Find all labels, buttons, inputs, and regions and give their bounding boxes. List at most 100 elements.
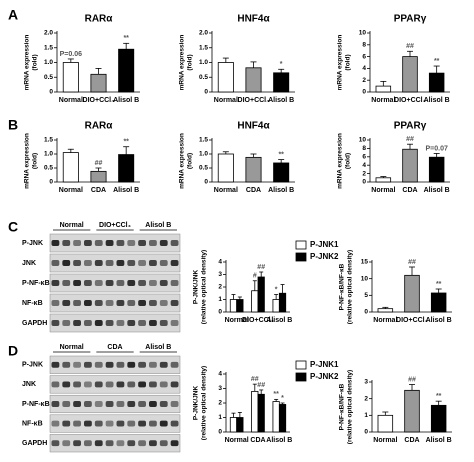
y-tick-label: 1.0 [199, 151, 208, 158]
y-tick-label: 2 [218, 284, 222, 291]
y-axis-label: mRNA expression [24, 133, 31, 189]
blot-strip [49, 434, 181, 453]
bar [402, 148, 418, 183]
y-tick-label: 1.5 [199, 137, 208, 144]
y-tick-label: 0.5 [199, 165, 208, 172]
blot-band [105, 240, 114, 246]
panel-label: C [8, 219, 18, 235]
y-tick-label: 10 [361, 275, 369, 282]
blot-band [105, 361, 114, 368]
annotation: ## [257, 264, 265, 271]
bar [273, 162, 290, 183]
y-axis-label: P-NF-κB/NF-κB [339, 383, 346, 430]
blot-band [94, 320, 103, 326]
blot-band [94, 280, 103, 286]
x-tick-label: Normal [214, 187, 238, 194]
blot-group-label: DIO+CCl₄ [99, 222, 131, 229]
y-tick-label: 5 [364, 292, 368, 299]
y-axis-label: (fold) [187, 153, 194, 169]
blot-band [170, 440, 179, 447]
y-axis-label: (relative optical density) [201, 366, 208, 440]
bar [90, 73, 107, 93]
blot-band [105, 401, 114, 407]
blot-band [84, 381, 92, 388]
blot-band [73, 280, 81, 286]
bar [430, 404, 447, 433]
blot-strip [49, 355, 181, 374]
bar [257, 393, 265, 433]
legend-swatch [295, 252, 307, 262]
y-tick-label: 2 [364, 395, 368, 402]
panel-label: D [8, 343, 18, 359]
blot-band [127, 280, 136, 286]
y-tick-label: 0 [49, 89, 53, 96]
y-axis-label: (relative optical density) [201, 250, 208, 324]
blot-band [170, 401, 179, 407]
blot-band [116, 240, 125, 246]
blot-strip [49, 293, 181, 313]
blot-group-label: Normal [60, 222, 84, 229]
blot-strip [49, 233, 181, 253]
y-tick-label: 0.5 [199, 74, 208, 81]
y-axis-label: mRNA expression [337, 133, 344, 189]
x-tick-label: Alisol B [266, 317, 292, 324]
y-axis-label: (relative optical density) [347, 370, 354, 444]
blot-band [94, 240, 103, 246]
panel-label: A [8, 7, 18, 23]
y-tick-label: 1 [364, 412, 368, 419]
y-tick-label: 4 [362, 65, 366, 72]
y-tick-label: 10 [359, 137, 367, 144]
bar [428, 156, 445, 183]
blot-band [62, 320, 71, 326]
y-tick-label: 1.0 [44, 59, 53, 66]
bar [402, 56, 418, 93]
y-tick-label: 3 [218, 385, 222, 392]
x-tick-label: Normal [59, 97, 83, 104]
y-tick-label: 0 [204, 179, 208, 186]
bar [404, 274, 420, 313]
blot-row-label: P-NF-κB [22, 401, 50, 408]
x-tick-label: Alisol B [266, 437, 292, 444]
bar [428, 72, 445, 93]
annotation: ## [257, 382, 265, 389]
blot-band [94, 420, 103, 427]
blot-band [51, 361, 60, 368]
y-tick-label: 0 [364, 429, 368, 436]
annotation: ** [434, 58, 440, 65]
blot-band [170, 420, 179, 427]
y-axis-label: P-JNK/JNK [193, 386, 200, 421]
x-tick-label: DIO+CCl₄ [238, 97, 270, 104]
blot-band [116, 280, 125, 286]
bar [377, 414, 394, 433]
legend-label: P-JNK1 [310, 240, 339, 249]
bar [90, 170, 107, 183]
legend-label: P-JNK2 [310, 252, 339, 261]
bar [404, 389, 420, 433]
y-tick-label: 0 [204, 89, 208, 96]
blot-band [149, 420, 157, 427]
annotation: ** [123, 35, 129, 42]
blot-band [73, 420, 81, 427]
chart-title: PPARγ [394, 121, 427, 132]
bar [217, 62, 234, 93]
chart-title: HNF4α [237, 121, 270, 132]
y-tick-label: 1 [218, 296, 222, 303]
annotation: ## [408, 259, 416, 266]
y-axis-label: (fold) [345, 54, 352, 70]
x-tick-label: Normal [373, 317, 397, 324]
annotation: ## [251, 376, 259, 383]
legend-swatch [295, 240, 307, 250]
blot-strip [49, 273, 181, 293]
blot-strip [49, 414, 181, 433]
bar [375, 85, 392, 93]
blot-band [149, 240, 157, 246]
blot-band [73, 440, 81, 447]
blot-band [127, 440, 136, 447]
x-tick-label: Alisol B [268, 187, 294, 194]
blot-band [51, 440, 60, 447]
blot-band [62, 260, 71, 266]
blot-band [149, 300, 157, 306]
blot-band [116, 440, 125, 447]
blot-band [84, 361, 92, 368]
blot-band [149, 320, 157, 326]
